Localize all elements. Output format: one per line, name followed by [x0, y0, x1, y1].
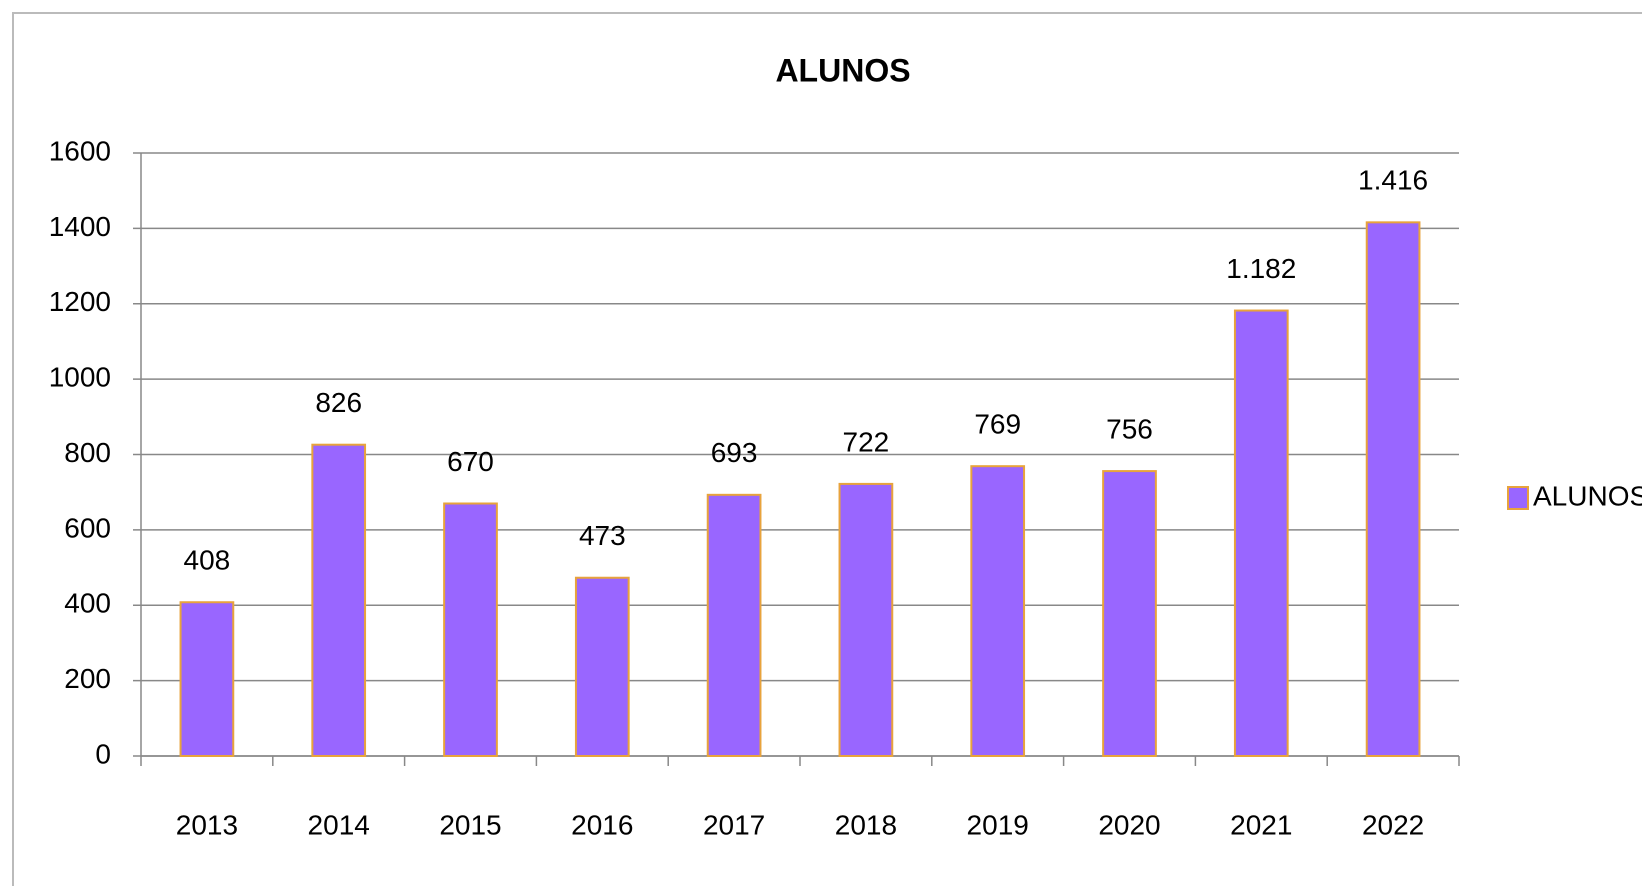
x-tick-label: 2014	[308, 809, 370, 840]
data-label: 1.416	[1358, 165, 1428, 196]
x-tick-label: 2018	[835, 809, 897, 840]
x-tick-label: 2013	[176, 809, 238, 840]
legend-swatch	[1507, 486, 1529, 510]
data-label: 826	[315, 387, 362, 418]
y-tick-label: 1600	[49, 135, 111, 166]
bar	[311, 443, 367, 757]
x-tick-label: 2017	[703, 809, 765, 840]
legend-label: ALUNOS	[1533, 480, 1642, 511]
y-tick-label: 1400	[49, 211, 111, 242]
bar	[838, 482, 894, 757]
data-label: 408	[184, 545, 231, 576]
data-label: 756	[1106, 413, 1153, 444]
x-tick-label: 2022	[1362, 809, 1424, 840]
chart-title: ALUNOS	[775, 52, 910, 88]
y-tick-label: 1000	[49, 362, 111, 393]
bar	[574, 576, 630, 757]
bar	[706, 493, 762, 757]
y-tick-label: 0	[95, 738, 111, 769]
chart-frame	[12, 12, 1642, 886]
y-tick-label: 800	[64, 437, 111, 468]
data-label: 670	[447, 446, 494, 477]
x-tick-label: 2021	[1230, 809, 1292, 840]
y-tick-label: 200	[64, 663, 111, 694]
bar	[970, 465, 1026, 757]
y-tick-label: 400	[64, 588, 111, 619]
bar	[1233, 309, 1289, 757]
x-tick-label: 2015	[439, 809, 501, 840]
x-tick-label: 2019	[967, 809, 1029, 840]
data-label: 473	[579, 520, 626, 551]
bar	[179, 601, 235, 757]
x-tick-label: 2020	[1098, 809, 1160, 840]
x-tick-label: 2016	[571, 809, 633, 840]
y-tick-label: 600	[64, 512, 111, 543]
data-label: 693	[711, 437, 758, 468]
bar	[443, 502, 498, 757]
data-label: 722	[843, 426, 890, 457]
data-label: 1.182	[1226, 253, 1296, 284]
bar	[1102, 470, 1157, 757]
y-tick-label: 1200	[49, 286, 111, 317]
data-label: 769	[974, 409, 1021, 440]
bar	[1365, 221, 1421, 758]
